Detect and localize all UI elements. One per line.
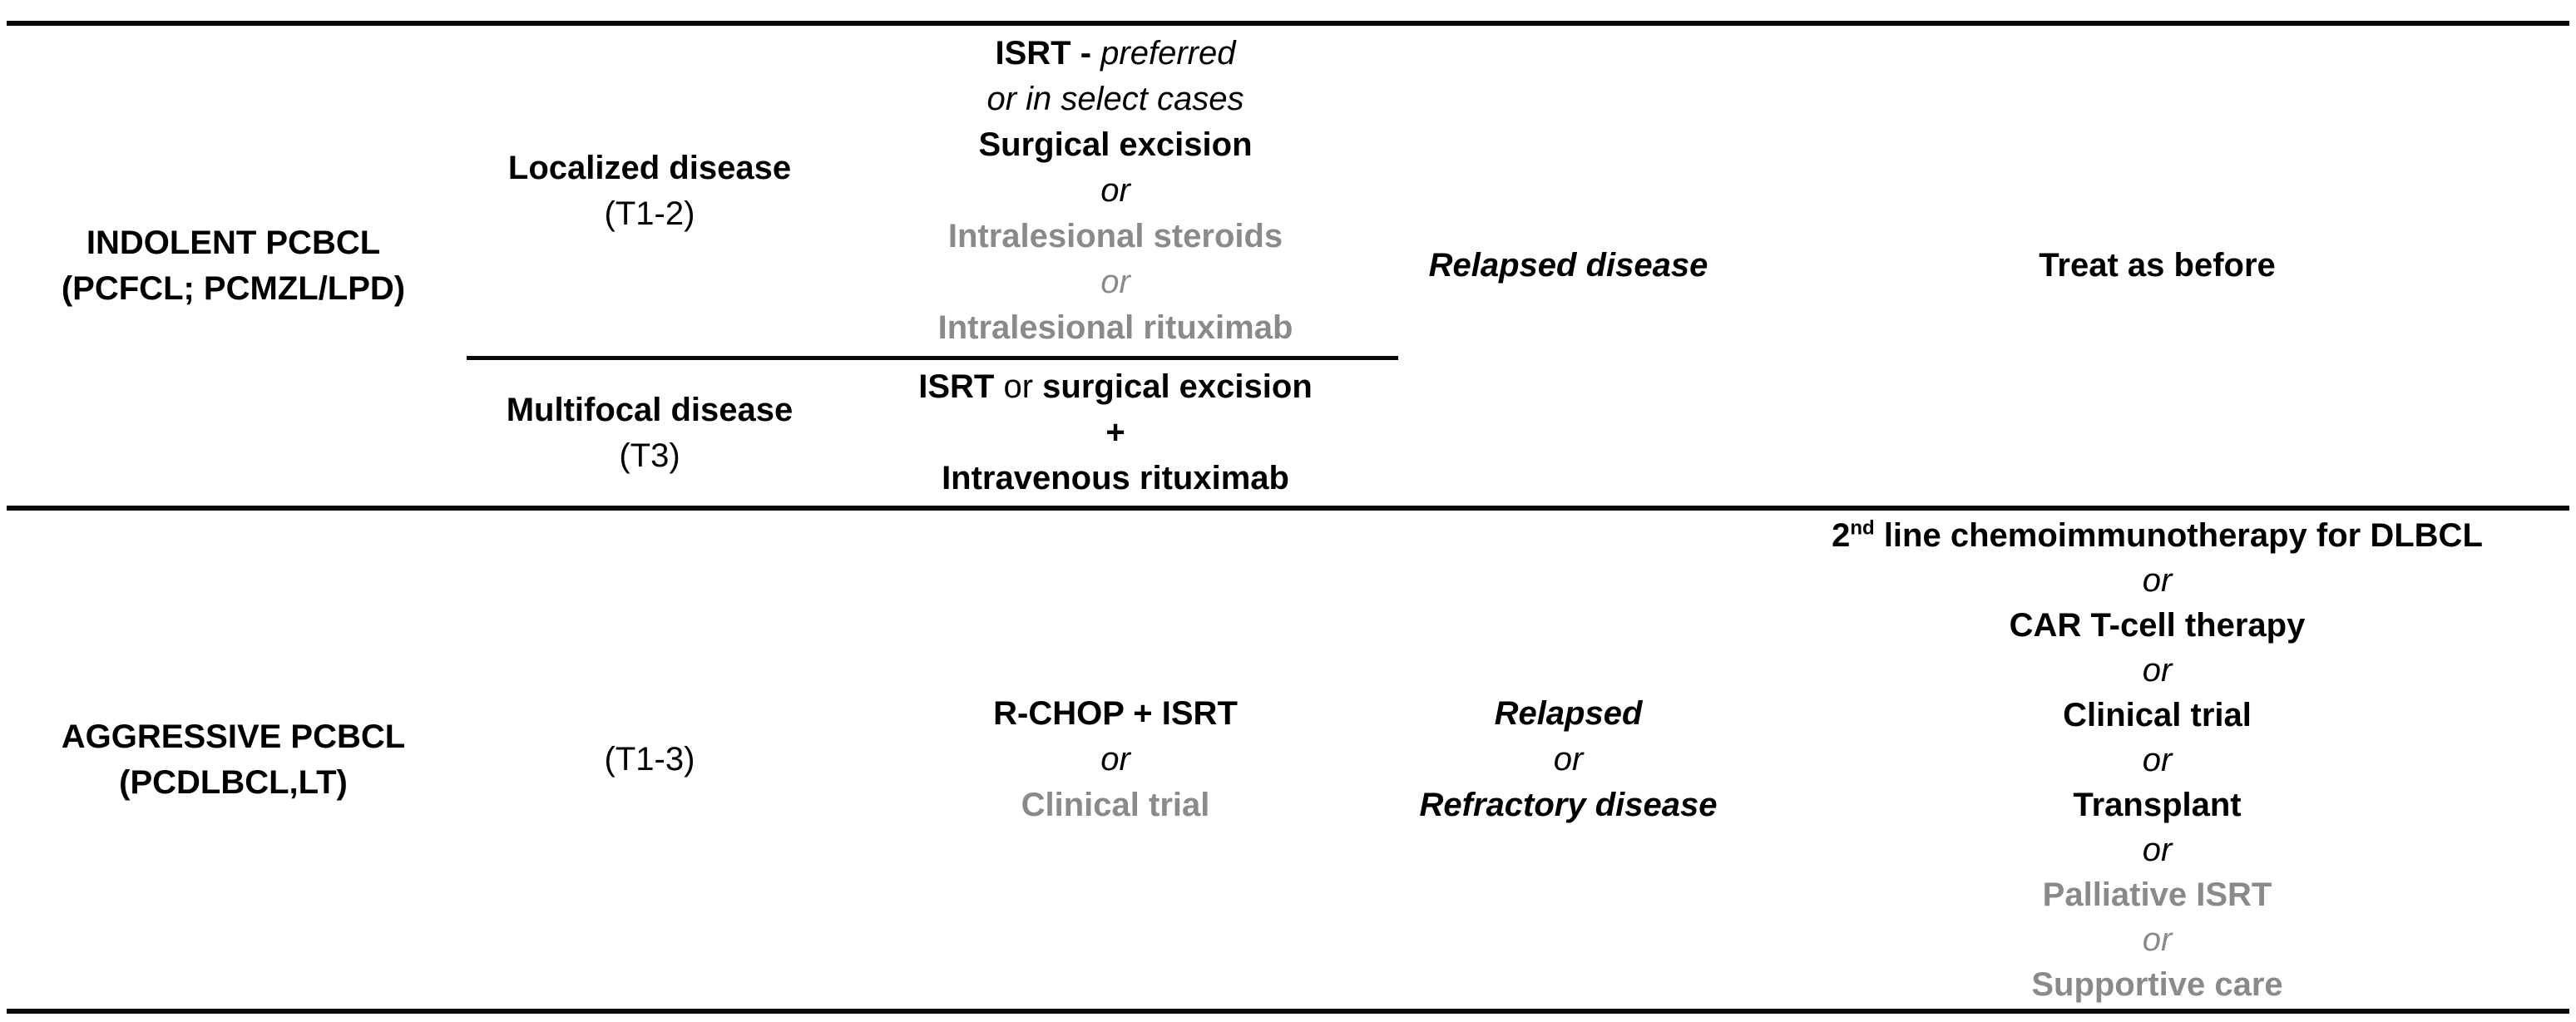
indolent-relapse-cell: Relapsed disease	[1398, 26, 1738, 506]
aggressive-type-line1: AGGRESSIVE PCBCL	[61, 718, 406, 755]
treatment-line-car-t-cell-therapy: CAR T-cell therapy	[2009, 606, 2306, 644]
aggressive-type-cell: AGGRESSIVE PCBCL (PCDLBCL,LT)	[0, 511, 467, 1009]
treatment-line-isrt-or-surgical: ISRT or surgical excision	[918, 364, 1313, 410]
preferred-label: preferred	[1100, 35, 1236, 72]
aggressive-extent-cell: (T1-3)	[467, 511, 833, 1009]
isrt-label: ISRT	[918, 368, 995, 405]
localized-treatment-cell: ISRT - preferred or in select cases Surg…	[833, 26, 1398, 356]
indolent-extent-treatment-group: Localized disease (T1-2) ISRT - preferre…	[467, 26, 1398, 506]
multifocal-extent-line2: (T3)	[619, 437, 680, 474]
treatment-or-separator-muted: or	[2142, 921, 2173, 958]
treatment-line-transplant: Transplant	[2073, 786, 2242, 823]
top-rule	[7, 21, 2569, 26]
treatment-line-intravenous-rituximab: Intravenous rituximab	[942, 460, 1289, 496]
or-label: or	[1003, 368, 1034, 405]
aggressive-extent-label: (T1-3)	[604, 741, 695, 778]
aggressive-relapse-treatment-cell: 2nd line chemoimmunotherapy for DLBCL or…	[1738, 511, 2576, 1009]
localized-extent-line1: Localized disease	[507, 149, 792, 186]
relapsed-disease-label: Relapsed disease	[1428, 247, 1708, 284]
treatment-line-surgical-excision: Surgical excision	[978, 126, 1253, 163]
second-line-number: 2	[1832, 516, 1851, 554]
treat-as-before-label: Treat as before	[2039, 247, 2276, 284]
or-separator: or	[1553, 741, 1584, 778]
refractory-disease-label: Refractory disease	[1419, 787, 1718, 823]
treatment-or-separator-muted: or	[1100, 264, 1130, 300]
row-aggressive-pcbcl: AGGRESSIVE PCBCL (PCDLBCL,LT) (T1-3) R-C…	[0, 511, 2576, 1009]
isrt-label: ISRT -	[995, 35, 1092, 72]
aggressive-relapse-cell: Relapsed or Refractory disease	[1398, 511, 1738, 1009]
indolent-type-line1: INDOLENT PCBCL	[86, 224, 381, 261]
treatment-line-supportive-care: Supportive care	[2031, 965, 2283, 1003]
bottom-rule	[7, 1009, 2569, 1014]
treatment-line-intralesional-rituximab: Intralesional rituximab	[937, 309, 1293, 346]
localized-multifocal-divider-rule	[467, 356, 1398, 360]
localized-extent-line2: (T1-2)	[604, 195, 695, 232]
treatment-line-rchop-isrt: R-CHOP + ISRT	[993, 695, 1238, 732]
treatment-line-clinical-trial: Clinical trial	[2063, 696, 2252, 733]
indolent-type-cell: INDOLENT PCBCL (PCFCL; PCMZL/LPD)	[0, 26, 467, 506]
treatment-or-separator: or	[2142, 741, 2173, 778]
multifocal-treatment-cell: ISRT or surgical excision + Intravenous …	[833, 360, 1398, 506]
treatment-line-2nd-line-chemoimmunotherapy: 2nd line chemoimmunotherapy for DLBCL	[1832, 513, 2483, 558]
treatment-line-clinical-trial: Clinical trial	[1021, 787, 1210, 823]
treatment-line-intralesional-steroids: Intralesional steroids	[947, 218, 1283, 254]
aggressive-type-line2: (PCDLBCL,LT)	[119, 763, 348, 801]
treatment-or-separator: or	[2142, 561, 2173, 599]
localized-extent-cell: Localized disease (T1-2)	[467, 26, 833, 356]
row-indolent-pcbcl: INDOLENT PCBCL (PCFCL; PCMZL/LPD) Locali…	[0, 26, 2576, 506]
treatment-line-select-cases: or in select cases	[986, 81, 1244, 117]
treatment-or-separator: or	[1100, 172, 1130, 209]
second-line-ordinal-superscript: nd	[1850, 516, 1875, 540]
indolent-type-line2: (PCFCL; PCMZL/LPD)	[61, 269, 406, 307]
second-line-rest: line chemoimmunotherapy for DLBCL	[1874, 516, 2483, 554]
indolent-relapse-treatment-cell: Treat as before	[1738, 26, 2576, 506]
treatment-line-isrt-preferred: ISRT - preferred	[996, 31, 1236, 77]
treatment-plus-separator: +	[1105, 414, 1125, 451]
multifocal-disease-subrow: Multifocal disease (T3) ISRT or surgical…	[467, 360, 1398, 506]
aggressive-subrow: (T1-3) R-CHOP + ISRT or Clinical trial	[467, 511, 1398, 1009]
multifocal-extent-cell: Multifocal disease (T3)	[467, 360, 833, 506]
relapsed-label: Relapsed	[1494, 695, 1643, 732]
localized-disease-subrow: Localized disease (T1-2) ISRT - preferre…	[467, 26, 1398, 356]
treatment-or-separator: or	[1100, 741, 1130, 778]
treatment-or-separator: or	[2142, 831, 2173, 868]
aggressive-extent-treatment-group: (T1-3) R-CHOP + ISRT or Clinical trial	[467, 511, 1398, 1009]
multifocal-extent-line1: Multifocal disease	[506, 391, 794, 428]
treatment-or-separator: or	[2142, 651, 2173, 689]
surgical-excision-label: surgical excision	[1042, 368, 1313, 405]
aggressive-treatment-cell: R-CHOP + ISRT or Clinical trial	[833, 511, 1398, 1009]
middle-rule	[7, 506, 2569, 511]
treatment-line-palliative-isrt: Palliative ISRT	[2042, 876, 2272, 913]
